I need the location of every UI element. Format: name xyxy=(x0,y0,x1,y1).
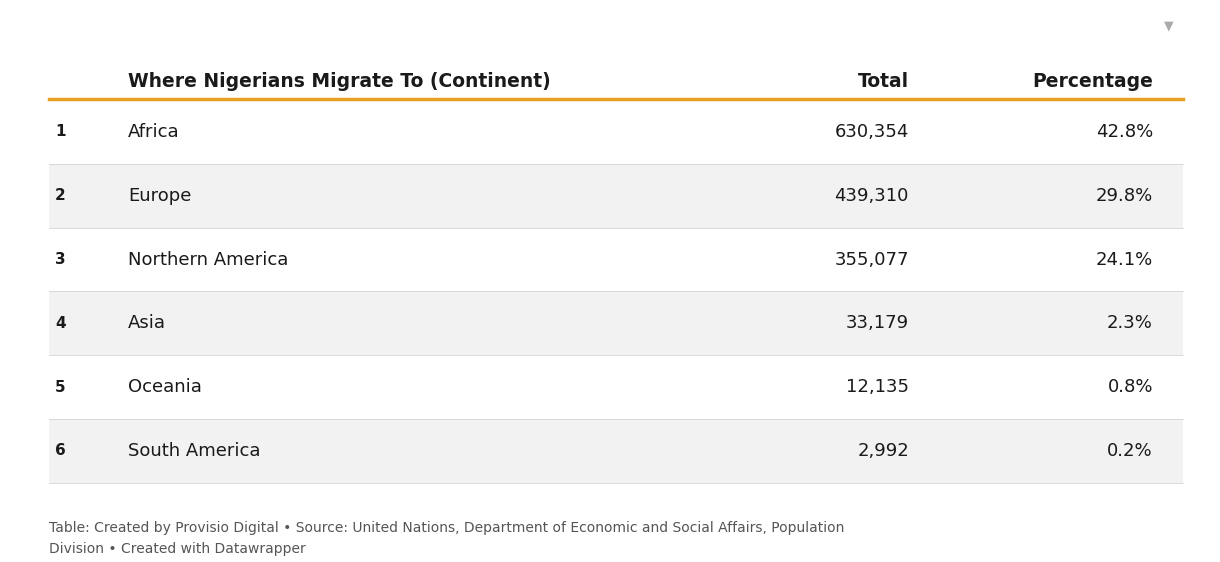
Text: 2: 2 xyxy=(55,188,66,203)
Bar xyxy=(49,100,1183,164)
Text: 1: 1 xyxy=(55,124,66,139)
Bar xyxy=(49,355,1183,419)
Text: Oceania: Oceania xyxy=(128,378,203,396)
Text: Northern America: Northern America xyxy=(128,251,288,269)
Text: 4: 4 xyxy=(55,316,66,331)
Text: 33,179: 33,179 xyxy=(845,314,909,332)
Text: 2.3%: 2.3% xyxy=(1107,314,1153,332)
Bar xyxy=(49,419,1183,483)
Text: Where Nigerians Migrate To (Continent): Where Nigerians Migrate To (Continent) xyxy=(128,72,551,90)
Text: Europe: Europe xyxy=(128,187,192,205)
Text: South America: South America xyxy=(128,442,261,460)
Text: 12,135: 12,135 xyxy=(845,378,909,396)
Text: Total: Total xyxy=(858,72,909,90)
Text: 29.8%: 29.8% xyxy=(1096,187,1153,205)
Text: Asia: Asia xyxy=(128,314,166,332)
Text: 3: 3 xyxy=(55,252,66,267)
Bar xyxy=(49,164,1183,228)
Text: 5: 5 xyxy=(55,380,66,395)
Text: 439,310: 439,310 xyxy=(834,187,909,205)
Text: ▼: ▼ xyxy=(1164,19,1174,32)
Text: Table: Created by Provisio Digital • Source: United Nations, Department of Econo: Table: Created by Provisio Digital • Sou… xyxy=(49,522,844,556)
Text: 42.8%: 42.8% xyxy=(1096,123,1153,141)
Text: 6: 6 xyxy=(55,443,66,459)
Text: 0.2%: 0.2% xyxy=(1108,442,1153,460)
Text: Africa: Africa xyxy=(128,123,179,141)
Bar xyxy=(49,292,1183,355)
Text: 355,077: 355,077 xyxy=(834,251,909,269)
Bar xyxy=(49,228,1183,292)
Text: 2,992: 2,992 xyxy=(858,442,909,460)
Text: 24.1%: 24.1% xyxy=(1096,251,1153,269)
Text: 630,354: 630,354 xyxy=(834,123,909,141)
Text: Percentage: Percentage xyxy=(1032,72,1153,90)
Text: 0.8%: 0.8% xyxy=(1108,378,1153,396)
